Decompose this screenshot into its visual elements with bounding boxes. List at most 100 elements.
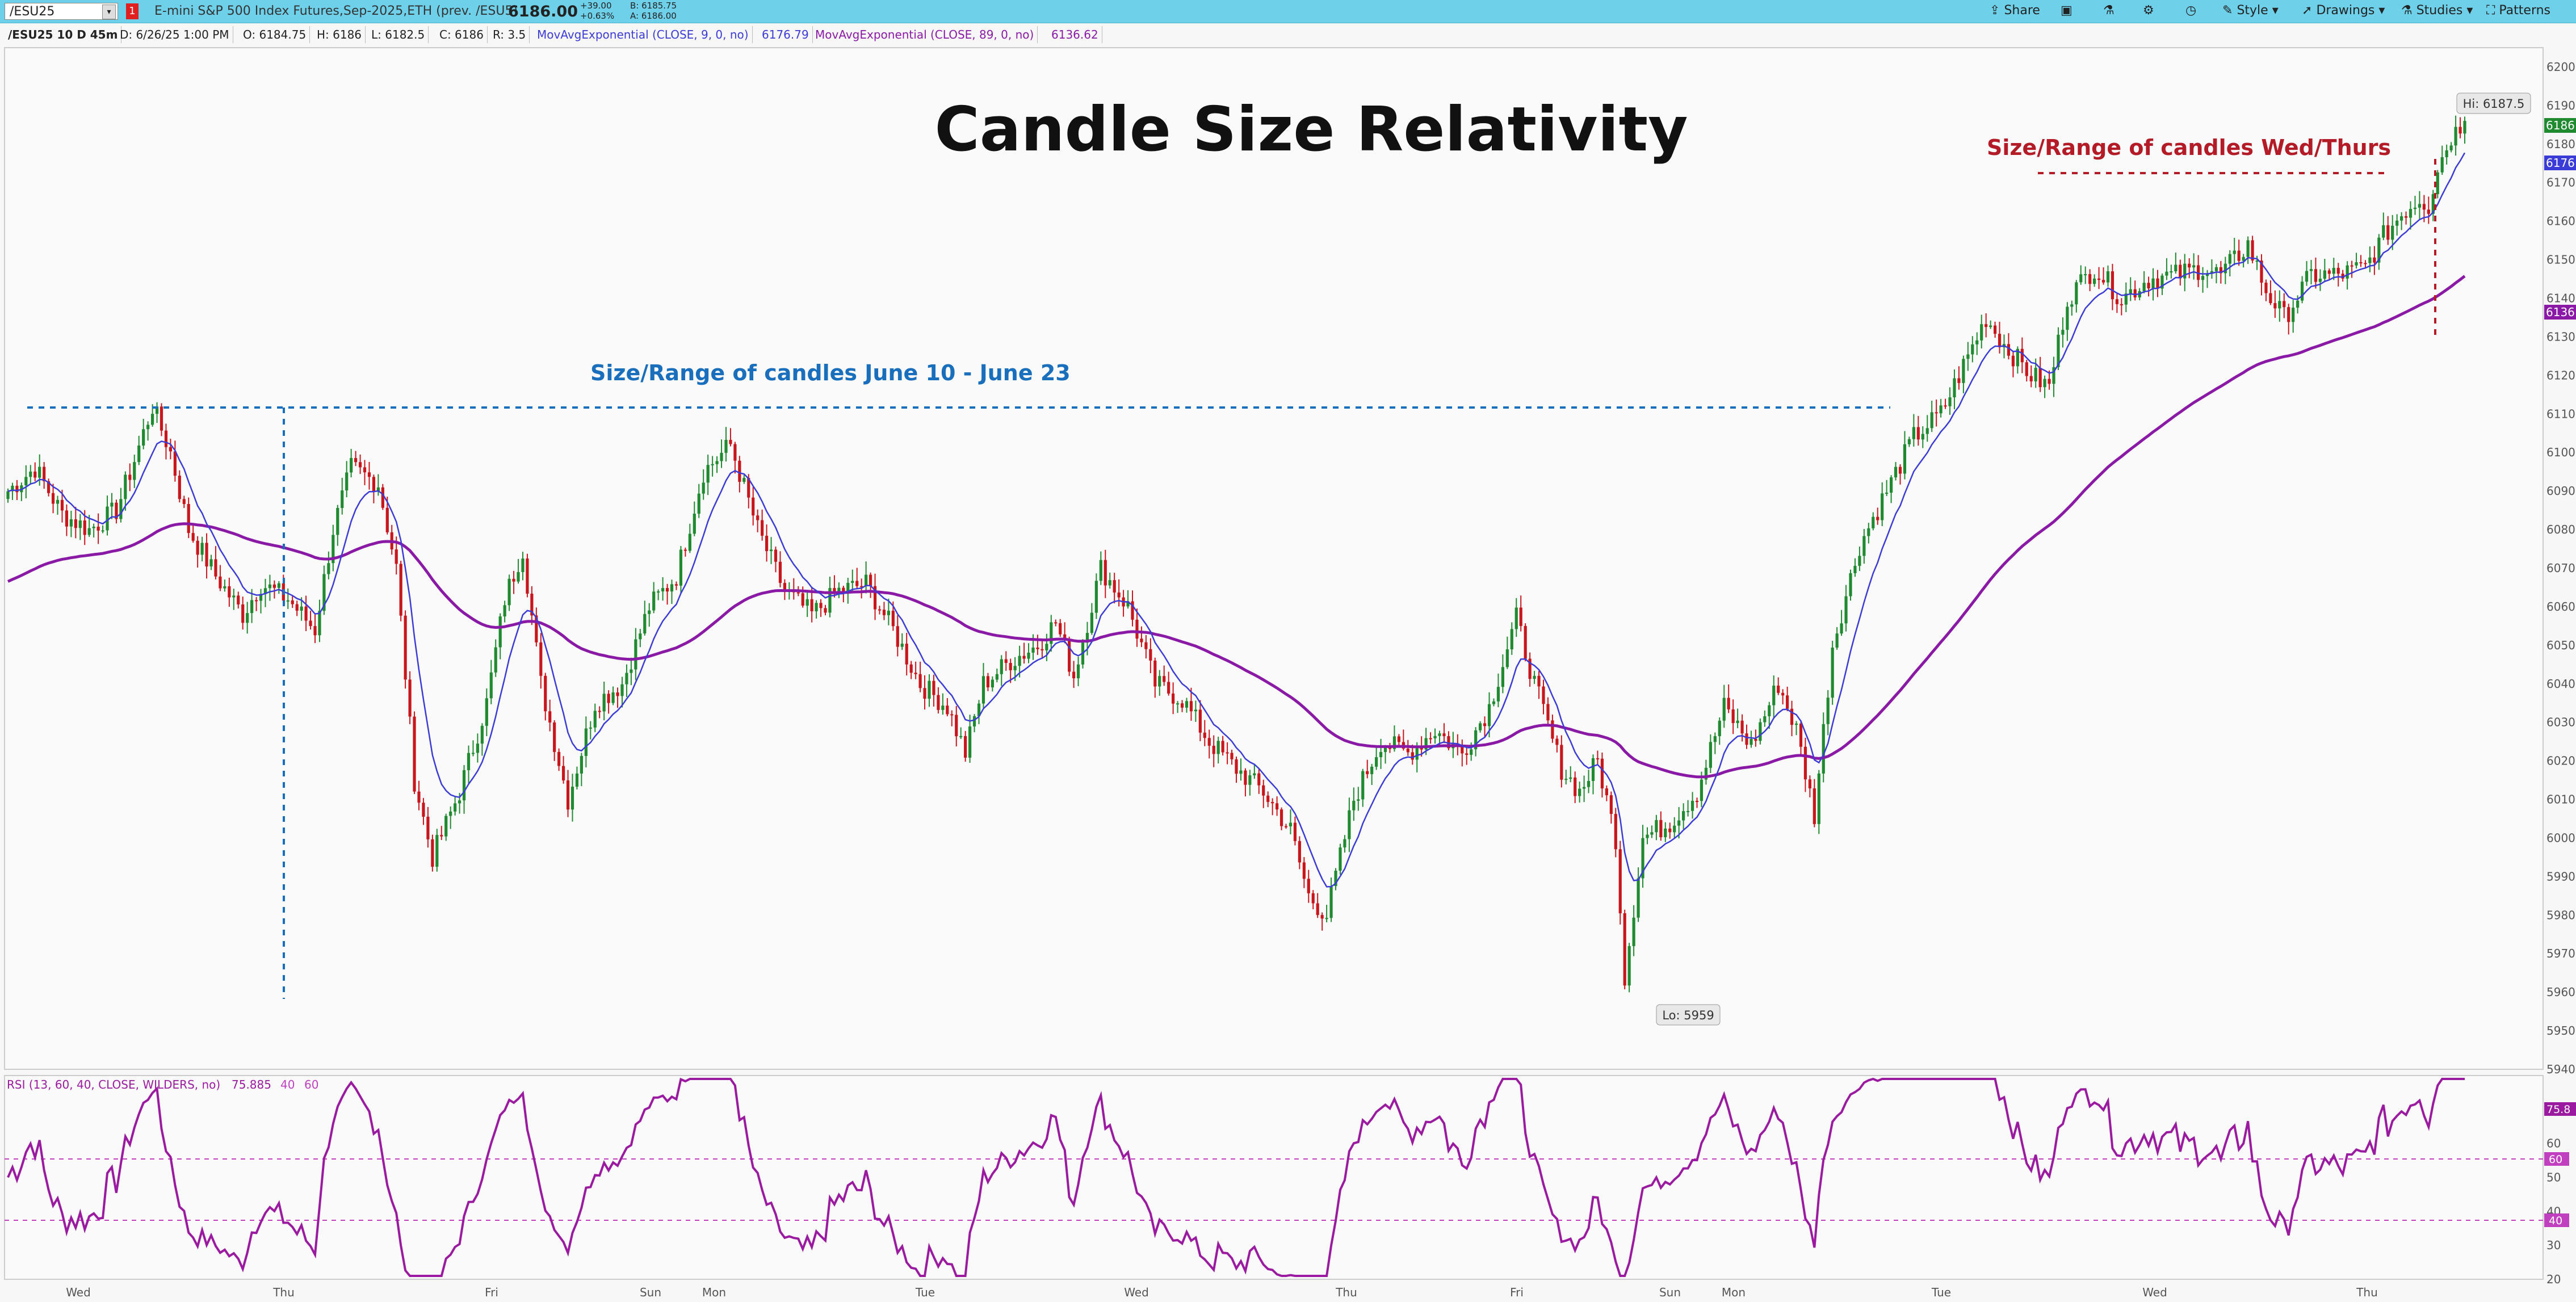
candle [1831, 641, 1834, 705]
rsi-axis[interactable]: 706050403020 [2546, 1103, 2561, 1286]
candle-body [1379, 751, 1383, 758]
candle-body [476, 744, 480, 753]
candle-body [2111, 271, 2114, 300]
candle [905, 632, 908, 675]
rsi-tick-label: 30 [2546, 1238, 2561, 1252]
candle [964, 730, 967, 762]
time-axis[interactable]: Wed Thu Fri Sun Mon Tue Wed Thu Fri Sun Mon Tue Wed T… [66, 1286, 2378, 1299]
screenshot-icon[interactable]: ▣ [2061, 3, 2072, 18]
candle [1564, 770, 1568, 785]
candle [1375, 747, 1378, 770]
candle-body [2391, 225, 2394, 240]
gear-icon[interactable]: ⚙ [2143, 3, 2154, 18]
candle-body [634, 639, 637, 670]
chevron-down-icon[interactable]: ▾ [102, 5, 116, 19]
candle-body [1510, 629, 1513, 650]
candle-body [345, 472, 349, 491]
candle-body [815, 603, 818, 611]
candle [1284, 824, 1288, 829]
studies-button[interactable]: ⚗ Studies ▾ [2401, 3, 2473, 18]
candle-body [2300, 282, 2304, 301]
candle [467, 745, 471, 784]
last-price-tag: 6186 [2544, 118, 2576, 133]
candle-body [607, 694, 610, 703]
candle-body [1790, 708, 1794, 725]
candle-body [1271, 801, 1274, 804]
ema9-study-label[interactable]: MovAvgExponential (CLOSE, 9, 0, no) [534, 26, 753, 43]
candle-body [729, 439, 732, 444]
candle [358, 454, 362, 474]
candle-body [426, 816, 430, 839]
candle-body [1772, 685, 1776, 705]
price-axis[interactable]: 6200 6190 6180 6170 6160 6150 6140 6130 6120 6110… [2546, 60, 2575, 1076]
chart-label[interactable]: /ESU25 10 D 45m [5, 26, 122, 43]
candle [2242, 254, 2245, 268]
rsi-study-label[interactable]: RSI (13, 60, 40, CLOSE, WILDERS, no) [7, 1078, 220, 1091]
time-label: Tue [915, 1286, 935, 1299]
candle [1690, 792, 1694, 819]
candle-body [2314, 269, 2318, 282]
candle [602, 681, 606, 721]
candle [1239, 758, 1243, 781]
symbol-input[interactable]: /ESU25 [5, 3, 118, 20]
candle [706, 455, 710, 495]
candle [1555, 735, 1559, 753]
price-chart[interactable]: 6200 6190 6180 6170 6160 6150 6140 6130 6120 6110… [0, 45, 2576, 1302]
candle [1167, 671, 1170, 696]
candle [2400, 212, 2403, 230]
candle-body [1153, 660, 1157, 687]
candle [43, 462, 46, 489]
candle [2188, 258, 2191, 279]
candle-body [620, 684, 624, 696]
candle-body [228, 586, 231, 598]
chart-title: Candle Size Relativity [934, 94, 1688, 165]
candle [1921, 426, 1924, 448]
net-change-value: +39.00 [580, 1, 612, 11]
candle-body [937, 695, 940, 710]
candle [1505, 636, 1509, 669]
share-label: Share [2004, 3, 2040, 18]
share-button[interactable]: ⇪ Share [1990, 3, 2040, 18]
clock-icon[interactable]: ◷ [2185, 3, 2197, 18]
candle [1948, 387, 1952, 415]
drawings-button[interactable]: ➚ Drawings ▾ [2302, 3, 2385, 18]
candle [97, 513, 100, 544]
candle-body [1524, 625, 1527, 659]
candle-body [2309, 269, 2313, 271]
candle [1163, 665, 1166, 686]
ema89-study-label[interactable]: MovAvgExponential (CLOSE, 89, 0, no) [812, 26, 1038, 43]
candle [476, 733, 480, 763]
candle [304, 595, 308, 631]
candle [1664, 822, 1667, 842]
candle [2296, 295, 2300, 314]
candle [2237, 240, 2241, 266]
flask-icon[interactable]: ⚗ [2103, 3, 2114, 18]
candle [2075, 280, 2078, 313]
candle [2359, 255, 2363, 267]
candle-body [1962, 359, 1965, 383]
price-tick-label: 5980 [2546, 908, 2575, 922]
candle-body [1076, 664, 1080, 679]
candle-body [2382, 225, 2385, 238]
candle-body [1059, 623, 1062, 635]
candle [544, 673, 547, 721]
patterns-button[interactable]: ⛶ Patterns [2486, 3, 2550, 18]
candle-body [1461, 745, 1464, 754]
style-button[interactable]: ✎ Style ▾ [2222, 3, 2279, 18]
candle [715, 456, 719, 473]
candle-body [1813, 788, 1816, 824]
candle [887, 598, 890, 625]
candle-body [1632, 917, 1635, 946]
candle [191, 524, 195, 543]
bid-value: B: 6185.75 [630, 1, 677, 11]
link-group-flag[interactable]: 1 [126, 3, 139, 19]
price-tick-label: 6060 [2546, 600, 2575, 614]
candle [507, 574, 511, 611]
candle [1930, 400, 1933, 432]
candle [1740, 714, 1744, 742]
bar-high: H: 6186 [313, 26, 366, 43]
candle-body [977, 703, 981, 716]
candle [2093, 274, 2096, 287]
candle [1185, 698, 1189, 713]
candle-body [2269, 293, 2272, 304]
